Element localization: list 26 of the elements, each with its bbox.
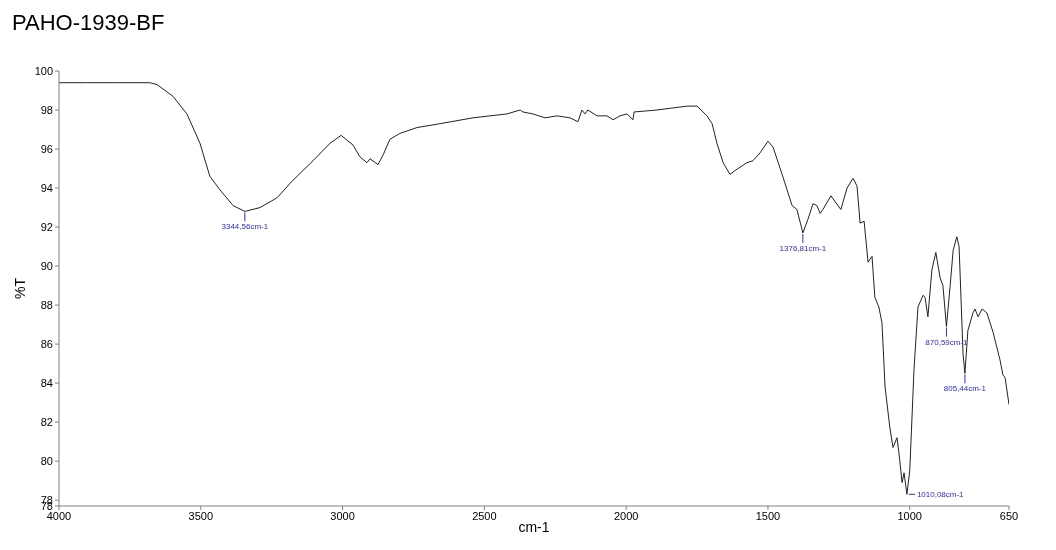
- annotation: 3344,56cm-1: [221, 222, 269, 232]
- annotation: 805,44cm-1: [943, 384, 987, 394]
- annotation: 1376,81cm-1: [779, 243, 827, 253]
- x-tick-label: 2500: [472, 509, 497, 522]
- y-tick-label: 86: [40, 338, 53, 350]
- y-tick-label: 92: [40, 220, 53, 233]
- x-tick-label: 1500: [755, 509, 781, 522]
- x-tick-label: 4000: [46, 509, 72, 522]
- y-tick-label: 90: [40, 259, 53, 272]
- y-tick-label: 82: [40, 416, 53, 429]
- chart-title: PAHO-1939-BF: [12, 10, 165, 36]
- x-tick-label: 2000: [613, 509, 639, 522]
- x-tick-label: 1000: [897, 509, 922, 522]
- y-tick-label: 98: [40, 103, 53, 116]
- y-tick-label: 100: [34, 64, 53, 77]
- x-tick-label: 650: [999, 509, 1019, 522]
- y-tick-label: 80: [40, 455, 53, 468]
- x-tick-label: 3500: [188, 509, 214, 522]
- annotation: 1010,08cm-1: [916, 490, 965, 500]
- x-axis-title: cm-1: [518, 519, 550, 535]
- y-tick-label: 96: [40, 142, 53, 155]
- y-tick-label: 84: [40, 377, 53, 390]
- y-tick-label: 94: [40, 181, 53, 194]
- y-tick-label: 88: [40, 298, 53, 311]
- x-tick-label: 3000: [330, 509, 355, 522]
- y-axis-title: %T: [12, 277, 28, 299]
